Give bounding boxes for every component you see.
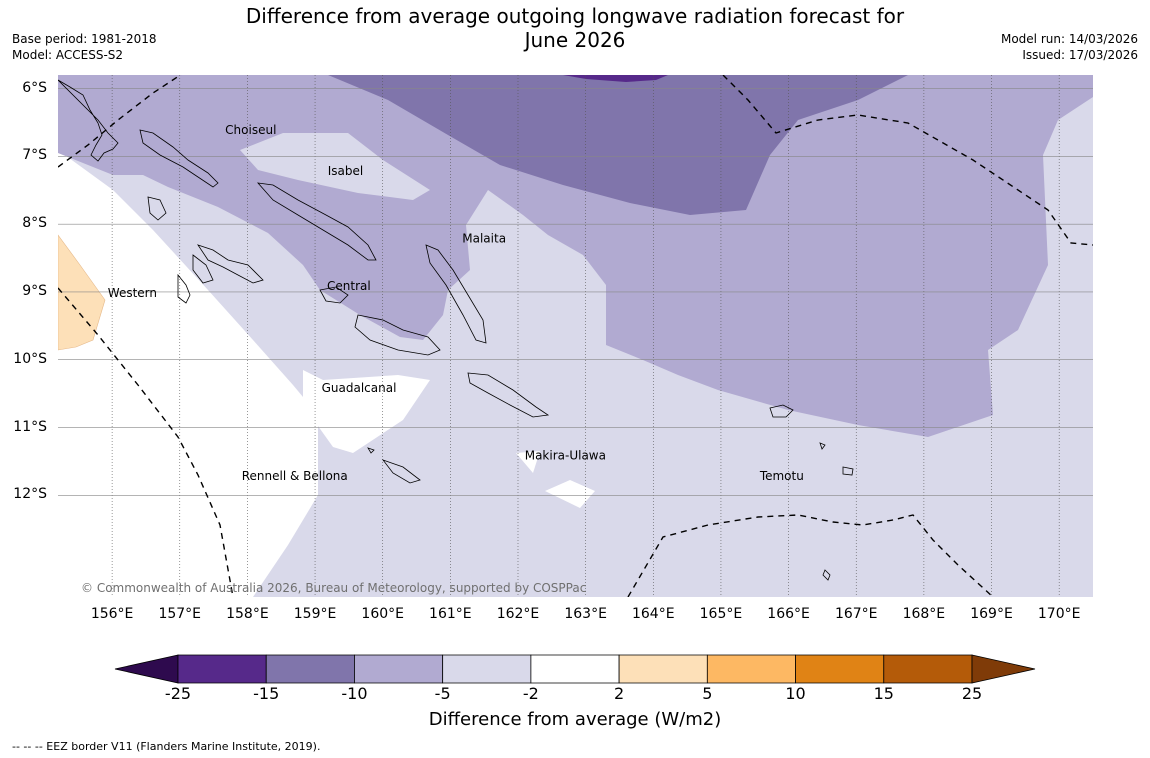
meta-right: Model run: 14/03/2026 Issued: 17/03/2026 bbox=[1001, 31, 1138, 63]
colorbar-tick-label: -5 bbox=[434, 684, 451, 703]
rennell-island bbox=[381, 459, 421, 484]
coastlines bbox=[58, 79, 854, 581]
eez-border-north-east bbox=[722, 75, 1093, 246]
colorbar-swatch bbox=[618, 654, 708, 684]
anomaly-region-minus10-to-minus15 bbox=[328, 75, 908, 215]
colorbar-tick-label: 10 bbox=[785, 684, 806, 703]
province-label: Rennell & Bellona bbox=[242, 469, 348, 483]
florida-islands bbox=[319, 286, 349, 304]
anomaly-region-minus15-to-minus25 bbox=[563, 75, 668, 82]
longitude-tick-label: 156°E bbox=[90, 606, 134, 622]
province-label: Malaita bbox=[462, 232, 506, 246]
longitude-tick-label: 164°E bbox=[631, 606, 675, 622]
latitude-tick-label: 10°S bbox=[13, 350, 47, 367]
title-line-2: June 2026 bbox=[524, 28, 626, 52]
colorbar-swatch bbox=[795, 654, 885, 684]
province-label: Isabel bbox=[328, 164, 363, 178]
choiseul-island bbox=[139, 129, 219, 188]
longitude-tick-label: 159°E bbox=[293, 606, 337, 622]
malaita-island bbox=[425, 244, 487, 344]
eez-footnote: -- -- -- EEZ border V11 (Flanders Marine… bbox=[12, 740, 321, 753]
longitude-tick-label: 163°E bbox=[564, 606, 607, 622]
colorbar-swatch bbox=[883, 654, 973, 684]
santa-isabel-island bbox=[256, 182, 377, 261]
anomaly-region-near-normal-west bbox=[58, 150, 318, 597]
forecast-map: Choiseul Isabel Malaita Western Central Guada… bbox=[58, 75, 1093, 597]
colorbar-tick-label: -15 bbox=[253, 684, 280, 703]
longitude-tick-label: 170°E bbox=[1037, 606, 1081, 622]
longitude-tick-label: 167°E bbox=[834, 606, 878, 622]
guadalcanal-island bbox=[354, 314, 441, 356]
colorbar-swatches bbox=[114, 654, 1036, 684]
latitude-tick-label: 11°S bbox=[13, 418, 47, 435]
latitude-tick-label: 7°S bbox=[22, 147, 47, 164]
vanikoro-island bbox=[842, 466, 854, 476]
model-run: Model run: 14/03/2026 bbox=[1000, 32, 1138, 46]
gridlines bbox=[58, 75, 1093, 597]
colorbar-tick-label: -25 bbox=[164, 684, 192, 703]
colorbar-tick-label: -2 bbox=[522, 684, 539, 703]
colorbar-tick-label: -10 bbox=[341, 684, 368, 703]
kolombangara-island bbox=[177, 273, 191, 304]
eez-border-west bbox=[58, 287, 234, 597]
longitude-tick-label: 160°E bbox=[361, 606, 404, 622]
eez-border-south bbox=[627, 514, 994, 597]
bellona-island bbox=[367, 447, 375, 454]
anomaly-region-near-normal-small-2 bbox=[545, 480, 595, 508]
anomaly-region-plus2-to-plus5 bbox=[58, 234, 106, 351]
colorbar-tick-label: 25 bbox=[961, 684, 983, 703]
longitude-tick-label: 169°E bbox=[970, 606, 1013, 622]
province-label: Central bbox=[327, 279, 371, 293]
colorbar-tick-label: 5 bbox=[702, 684, 713, 703]
colorbar-swatch bbox=[530, 654, 620, 684]
colorbar-extend-low bbox=[114, 654, 179, 684]
colorbar-label: Difference from average (W/m2) bbox=[428, 709, 722, 730]
title-line-1: Difference from average outgoing longwav… bbox=[245, 4, 905, 28]
anuta-island bbox=[822, 569, 831, 581]
longitude-tick-label: 162°E bbox=[496, 606, 540, 622]
province-labels: Choiseul Isabel Malaita Western Central Guada… bbox=[108, 123, 804, 483]
longitude-tick-label: 165°E bbox=[699, 606, 743, 622]
latitude-tick-label: 8°S bbox=[22, 215, 47, 232]
eez-borders bbox=[58, 75, 1093, 597]
province-label: Guadalcanal bbox=[322, 381, 397, 395]
longitude-tick-label: 157°E bbox=[158, 606, 202, 622]
meta-left: Base period: 1981-2018 Model: ACCESS-S2 bbox=[12, 31, 157, 63]
latitude-tick-label: 6°S bbox=[22, 79, 47, 96]
bougainville-island bbox=[58, 79, 119, 162]
colorbar-extend-high bbox=[971, 654, 1036, 684]
utupua-island bbox=[819, 442, 826, 450]
province-label: Makira-Ulawa bbox=[525, 449, 606, 463]
chart-title: Difference from average outgoing longwav… bbox=[0, 4, 1150, 52]
new-georgia-island bbox=[197, 244, 264, 284]
province-label: Choiseul bbox=[225, 123, 276, 137]
latitude-tick-label: 9°S bbox=[22, 282, 47, 299]
province-label: Western bbox=[108, 286, 157, 300]
eez-border-north-west bbox=[58, 75, 182, 168]
model-name: Model: ACCESS-S2 bbox=[12, 48, 124, 62]
longitude-tick-label: 158°E bbox=[226, 606, 269, 622]
colorbar-tick-label: 2 bbox=[614, 684, 625, 703]
makira-island bbox=[467, 372, 550, 418]
longitude-tick-label: 166°E bbox=[767, 606, 810, 622]
map-copyright: © Commonwealth of Australia 2026, Bureau… bbox=[81, 581, 586, 595]
colorbar-swatch bbox=[442, 654, 532, 684]
colorbar-swatch bbox=[265, 654, 355, 684]
anomaly-region-near-normal-small-1 bbox=[516, 451, 540, 473]
colorbar-tick-label: 15 bbox=[873, 684, 894, 703]
anomaly-region-near-normal-guadalcanal bbox=[303, 370, 430, 453]
santa-cruz-island bbox=[769, 404, 794, 418]
colorbar-swatch bbox=[177, 654, 267, 684]
longitude-tick-label: 168°E bbox=[902, 606, 946, 622]
vella-lavella-island bbox=[147, 196, 167, 221]
colorbar-swatch bbox=[354, 654, 444, 684]
longitude-tick-label: 161°E bbox=[429, 606, 472, 622]
province-label: Temotu bbox=[759, 469, 804, 483]
base-period: Base period: 1981-2018 bbox=[12, 32, 157, 46]
latitude-tick-label: 12°S bbox=[13, 486, 47, 503]
colorbar-swatch bbox=[706, 654, 796, 684]
rendova-island bbox=[192, 254, 214, 284]
colorbar bbox=[114, 654, 1036, 684]
issued-date: Issued: 17/03/2026 bbox=[1022, 48, 1138, 62]
